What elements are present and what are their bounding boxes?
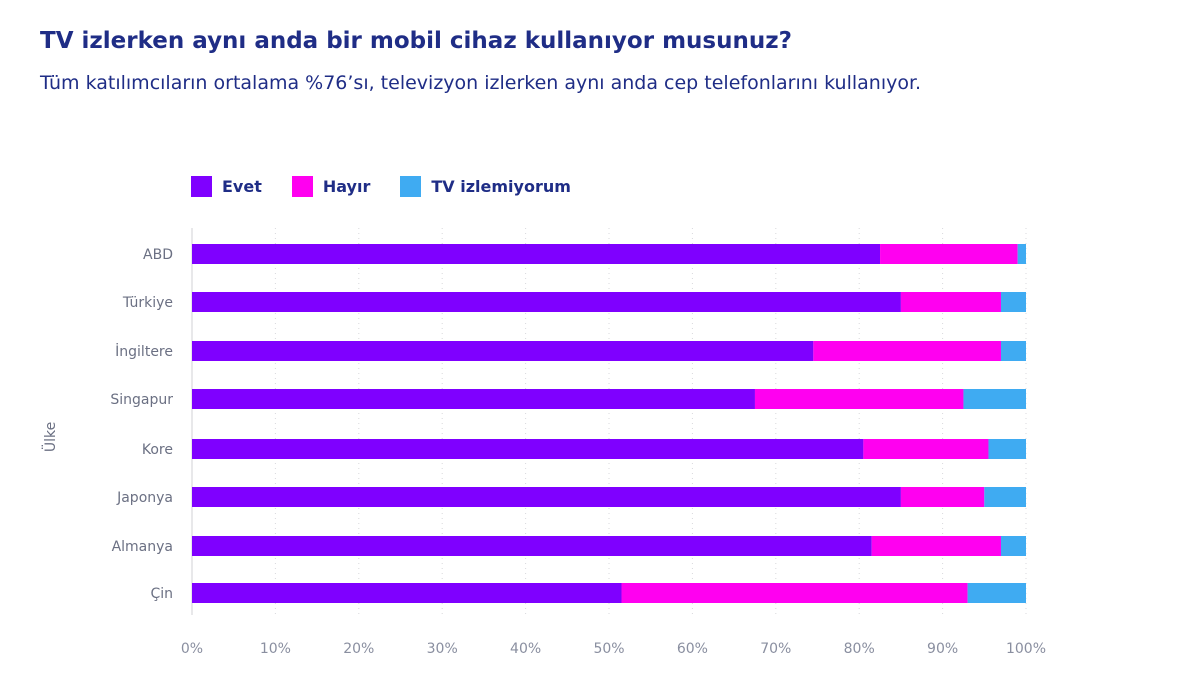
category-label: Japonya [116, 490, 173, 506]
category-label: Türkiye [122, 295, 173, 311]
legend-item-evet: Evet [191, 176, 262, 197]
bar-evet [192, 439, 864, 459]
legend-swatch [191, 176, 212, 197]
bar-evet [192, 244, 881, 264]
bar-tv-izlemiyorum [1000, 292, 1026, 312]
x-tick-label: 60% [677, 641, 708, 657]
category-label: Singapur [110, 392, 173, 408]
legend: Evet Hayır TV izlemiyorum [191, 176, 571, 197]
bar-evet [192, 536, 872, 556]
legend-label: Evet [222, 177, 262, 196]
bar-tv-izlemiyorum [984, 487, 1026, 507]
x-tick-label: 90% [927, 641, 958, 657]
category-label: Çin [150, 586, 173, 602]
x-tick-label: 80% [844, 641, 875, 657]
bar-hayır [754, 389, 964, 409]
bar-evet [192, 341, 814, 361]
x-tick-label: 0% [181, 641, 203, 657]
bar-hayır [880, 244, 1018, 264]
bar-evet [192, 487, 901, 507]
x-tick-label: 70% [760, 641, 791, 657]
category-label: Kore [142, 442, 173, 458]
bar-tv-izlemiyorum [967, 583, 1026, 603]
category-label: Almanya [112, 539, 173, 555]
bar-hayır [621, 583, 968, 603]
y-axis-label: Ülke [41, 422, 59, 452]
bar-tv-izlemiyorum [1000, 341, 1026, 361]
legend-label: Hayır [322, 177, 371, 196]
chart-subtitle: Tüm katılımcıların ortalama %76’sı, tele… [40, 72, 922, 94]
legend-item-tv-izlemiyorum: TV izlemiyorum [400, 176, 571, 197]
x-tick-label: 100% [1006, 641, 1046, 657]
x-tick-label: 10% [260, 641, 291, 657]
legend-item-hayir: Hayır [291, 176, 371, 197]
category-label: ABD [143, 247, 173, 263]
x-tick-label: 20% [343, 641, 374, 657]
bar-hayır [813, 341, 1001, 361]
bar-hayır [863, 439, 989, 459]
bar-tv-izlemiyorum [1000, 536, 1026, 556]
bar-tv-izlemiyorum [988, 439, 1026, 459]
bar-tv-izlemiyorum [963, 389, 1026, 409]
bar-evet [192, 292, 901, 312]
bar-evet [192, 389, 755, 409]
x-tick-label: 40% [510, 641, 541, 657]
bar-tv-izlemiyorum [1017, 244, 1026, 264]
legend-swatch [400, 176, 422, 197]
chart-title: TV izlerken aynı anda bir mobil cihaz ku… [40, 28, 792, 54]
x-tick-label: 30% [427, 641, 458, 657]
bar-hayır [900, 487, 985, 507]
x-tick-label: 50% [593, 641, 624, 657]
legend-swatch [291, 176, 313, 197]
bar-hayır [900, 292, 1001, 312]
bar-evet [192, 583, 622, 603]
bar-hayır [871, 536, 1001, 556]
legend-label: TV izlemiyorum [431, 177, 571, 196]
category-label: İngiltere [115, 342, 173, 360]
